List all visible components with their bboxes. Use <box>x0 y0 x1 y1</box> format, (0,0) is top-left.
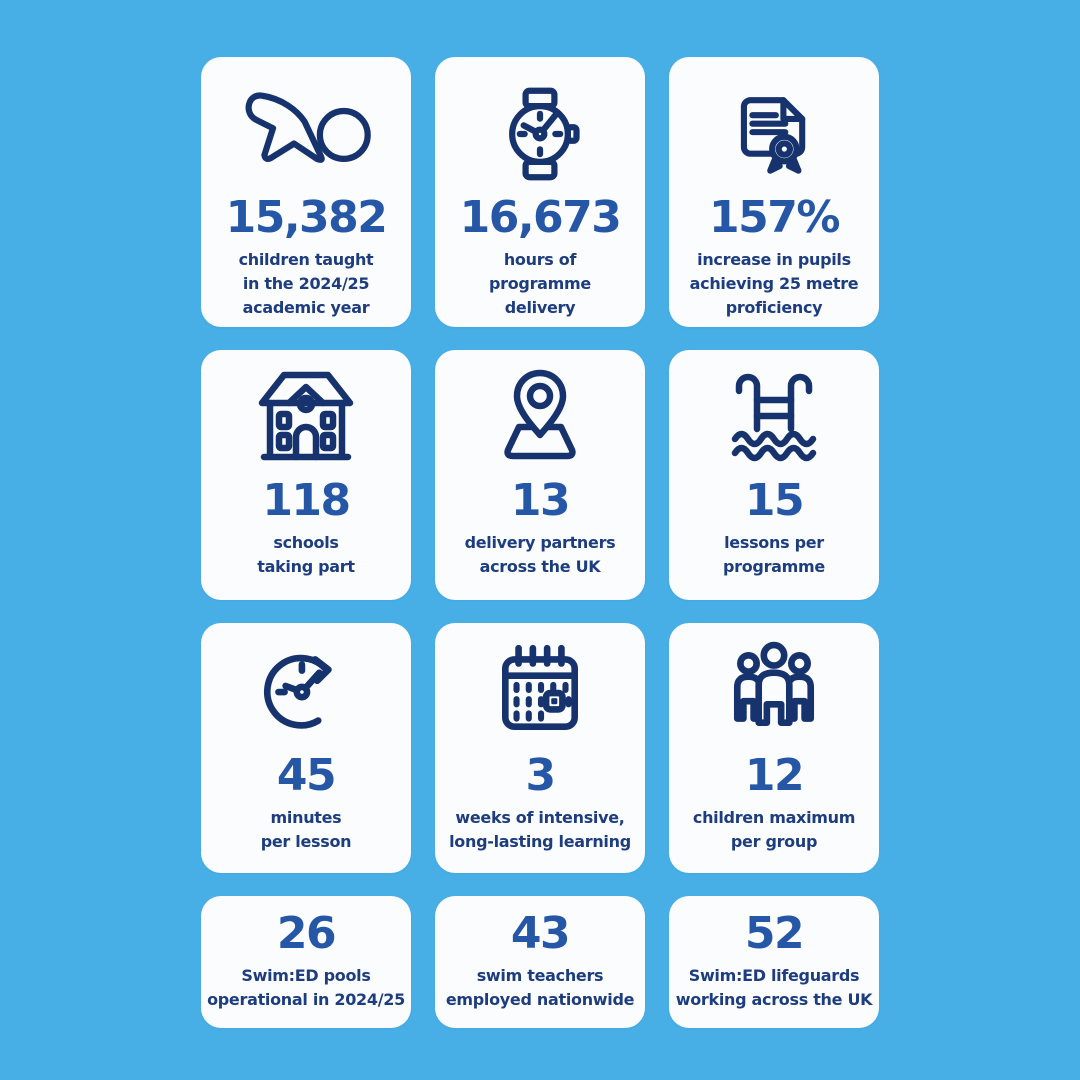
stat-number: 157% <box>709 192 840 243</box>
stat-number: 26 <box>276 908 337 959</box>
stat-caption: children taught in the 2024/25 academic … <box>238 250 374 317</box>
stat-number: 13 <box>510 475 571 526</box>
stat-number: 12 <box>744 750 805 801</box>
stat-number: 52 <box>744 908 805 959</box>
stat-card-schools: 118 schools taking part <box>201 350 411 600</box>
stat-card-lessons-per-programme: 15 lessons per programme <box>669 350 879 600</box>
stat-caption: hours of programme delivery <box>489 250 591 317</box>
certificate-icon <box>726 85 822 183</box>
stat-number: 3 <box>525 750 556 801</box>
stat-number: 43 <box>510 908 571 959</box>
calendar-icon <box>489 637 591 743</box>
stat-card-learning-weeks: 3 weeks of intensive, long-lasting learn… <box>435 623 645 873</box>
timer-icon <box>255 637 357 743</box>
stat-card-lesson-minutes: 45 minutes per lesson <box>201 623 411 873</box>
stat-caption: swim teachers employed nationwide <box>445 966 635 1009</box>
stat-card-pools: 26 Swim:ED pools operational in 2024/25 <box>201 896 411 1028</box>
stat-caption: minutes per lesson <box>260 808 352 851</box>
stat-card-children-taught: 15,382 children taught in the 2024/25 ac… <box>201 57 411 327</box>
map-pin-icon <box>490 364 590 468</box>
stats-grid: 15,382 children taught in the 2024/25 ac… <box>201 57 879 1028</box>
wristwatch-icon <box>492 85 588 183</box>
stat-number: 16,673 <box>459 192 622 243</box>
stat-caption: schools taking part <box>257 533 355 576</box>
stat-caption: Swim:ED lifeguards working across the UK <box>675 966 873 1009</box>
pool-ladder-icon <box>724 364 824 468</box>
stat-caption: children maximum per group <box>692 808 856 851</box>
stat-caption: Swim:ED pools operational in 2024/25 <box>207 966 405 1009</box>
stat-card-group-size: 12 children maximum per group <box>669 623 879 873</box>
school-icon <box>256 364 356 468</box>
stat-caption: weeks of intensive, long-lasting learnin… <box>449 808 631 851</box>
stat-number: 15 <box>744 475 805 526</box>
stat-card-programme-hours: 16,673 hours of programme delivery <box>435 57 645 327</box>
stat-card-delivery-partners: 13 delivery partners across the UK <box>435 350 645 600</box>
people-group-icon <box>723 637 825 743</box>
stat-caption: lessons per programme <box>723 533 825 576</box>
stat-number: 118 <box>262 475 351 526</box>
stat-card-swim-teachers: 43 swim teachers employed nationwide <box>435 896 645 1028</box>
stat-card-proficiency-increase: 157% increase in pupils achieving 25 met… <box>669 57 879 327</box>
stat-caption: delivery partners across the UK <box>464 533 616 576</box>
swimmer-icon <box>241 85 371 183</box>
stat-card-lifeguards: 52 Swim:ED lifeguards working across the… <box>669 896 879 1028</box>
stat-number: 45 <box>276 750 337 801</box>
stat-number: 15,382 <box>225 192 388 243</box>
stat-caption: increase in pupils achieving 25 metre pr… <box>689 250 859 317</box>
